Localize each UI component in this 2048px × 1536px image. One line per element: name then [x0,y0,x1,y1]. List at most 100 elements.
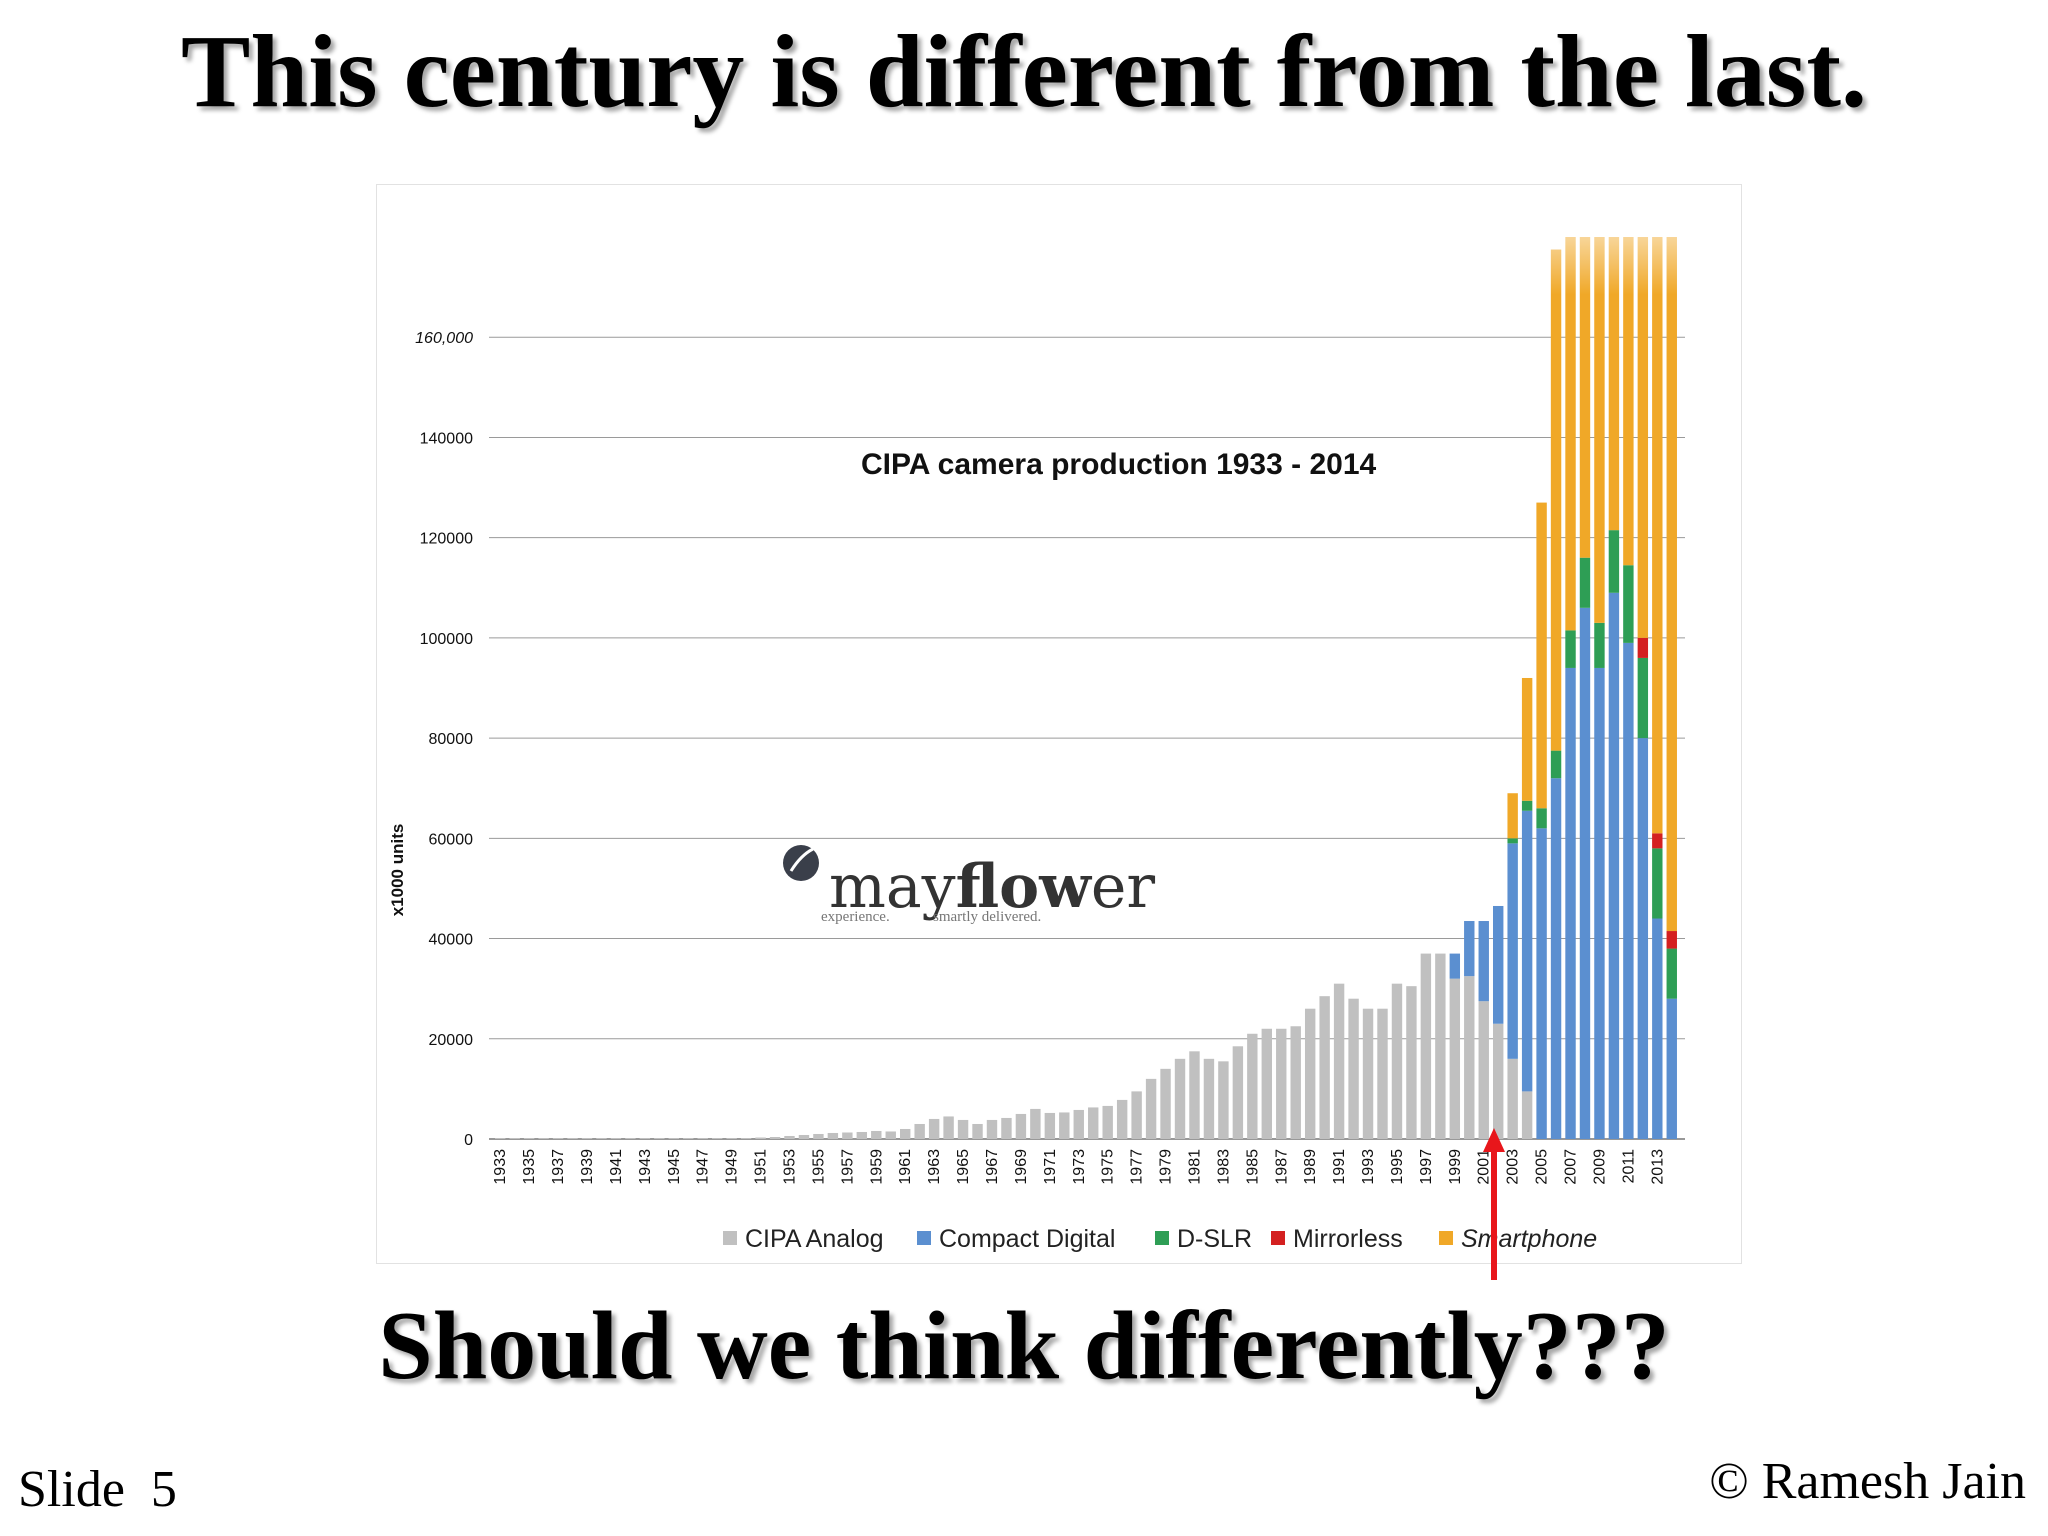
bar-segment [1550,750,1562,779]
red-arrow-shaft [1491,1150,1497,1280]
bar-segment [928,1118,940,1139]
bar-segment [1507,793,1518,839]
copyright-notice: © Ramesh Jain [1709,1453,2026,1510]
bar-segment [1174,1058,1186,1139]
mayflower-logo-icon [783,845,819,881]
bar-segment [581,1138,593,1139]
bar-segment [784,1135,795,1139]
bar-segment [1478,1001,1489,1139]
bar-segment [1507,838,1518,844]
y-tick-label: 20000 [429,1032,474,1049]
x-tick-label: 2011 [1620,1149,1637,1184]
x-tick-label: 2009 [1592,1149,1609,1185]
bar-segment [1652,833,1663,849]
x-tick-label: 2005 [1534,1149,1551,1185]
legend: CIPA Analog Compact Digital D-SLR Mirrorles… [723,1225,1597,1253]
bar-segment [1377,1008,1388,1139]
x-tick-label: 1969 [1013,1149,1030,1185]
bar-segment [1579,557,1591,608]
x-tick-label: 1935 [521,1149,538,1185]
bar-segment [1507,843,1518,1059]
x-tick-label: 2013 [1649,1149,1666,1185]
bar-segment [495,1138,506,1139]
bar-segment [654,1138,665,1139]
bar-segment [1088,1107,1099,1139]
bar-segment [1059,1112,1070,1139]
bar-segment [1608,530,1620,593]
bar-segment [1637,237,1649,638]
bar-segment [769,1137,781,1139]
bar-segment [1623,237,1634,566]
x-tick-label: 1993 [1360,1149,1377,1185]
bar-segment [1044,1112,1056,1139]
bar-segment [1536,502,1547,809]
bar-segment [1319,996,1330,1139]
x-tick-label: 1989 [1302,1149,1319,1185]
legend-label: D-SLR [1177,1225,1252,1253]
y-tick-label: 80000 [429,731,474,748]
bar-segment [1652,848,1663,919]
x-tick-labels: 1933 1935 1937 1939 1941 1943 1945 1947 1949 1951… [492,1149,1666,1185]
bar-segment [1406,986,1417,1139]
bar-segment [1637,738,1649,1139]
top-fade [377,185,1741,295]
bar-segment [1521,677,1533,801]
y-tick-labels: 0 20000 40000 60000 80000 100000 120000 140000 1… [415,330,473,1149]
bar-segment [1478,921,1489,1002]
x-tick-label: 1991 [1331,1149,1348,1185]
bar-segment [813,1133,824,1139]
x-tick-label: 2003 [1505,1149,1522,1185]
bar-segment [1276,1028,1287,1139]
bar-segment [1247,1033,1258,1139]
bar-segment [1623,565,1634,643]
x-tick-label: 1961 [897,1149,914,1185]
bar-segment [1391,983,1403,1139]
bar-segment [1073,1109,1084,1139]
y-tick-label: 40000 [429,932,474,949]
bar-segment [1550,249,1562,751]
bar-segment [1579,607,1591,1139]
chart-title: CIPA camera production 1933 - 2014 [861,448,1377,481]
bar-segment [1131,1091,1142,1139]
x-tick-label: 1955 [810,1149,827,1185]
bar-segment [1594,622,1605,668]
bar-segment [1637,657,1649,739]
slide-number: Slide 5 [18,1461,177,1518]
x-tick-label: 1975 [1100,1149,1117,1185]
legend-label: CIPA Analog [745,1225,884,1253]
bar-segment [1666,237,1677,932]
mayflower-wordmark: mayflower [829,852,1155,922]
x-tick-label: 1949 [724,1149,741,1185]
bar-segment [1536,828,1547,1139]
legend-swatch [723,1231,737,1245]
bar-segment [1290,1026,1301,1139]
legend-label: Compact Digital [939,1225,1115,1253]
bar-segment [1189,1051,1200,1139]
x-tick-label: 1951 [753,1149,770,1185]
bar-segment [1608,592,1620,1139]
bar-segment [711,1138,723,1139]
y-tick-label: 120000 [420,531,473,548]
legend-label: Mirrorless [1293,1225,1403,1253]
bar-segment [1001,1117,1012,1139]
x-tick-label: 2001 [1476,1149,1493,1185]
bar-segment [1623,642,1634,1139]
bar-segment [1565,667,1576,1139]
bar-segment [827,1132,839,1139]
bar-segment [1666,931,1677,949]
x-tick-label: 1999 [1447,1149,1464,1185]
bar-segment [1464,921,1475,977]
x-tick-label: 1963 [926,1149,943,1185]
x-tick-label: 2007 [1563,1149,1580,1185]
bar-segment [610,1138,622,1139]
bar-segment [625,1138,636,1139]
bar-segment [1608,237,1620,531]
bar-segment [1116,1099,1128,1139]
bar-segment [943,1116,954,1139]
bar-segment [1464,976,1475,1139]
bar-segment [567,1138,578,1139]
x-tick-label: 1947 [695,1149,712,1185]
x-tick-label: 1953 [782,1149,799,1185]
bar-segment [1435,953,1446,1139]
bar-segment [871,1130,882,1139]
